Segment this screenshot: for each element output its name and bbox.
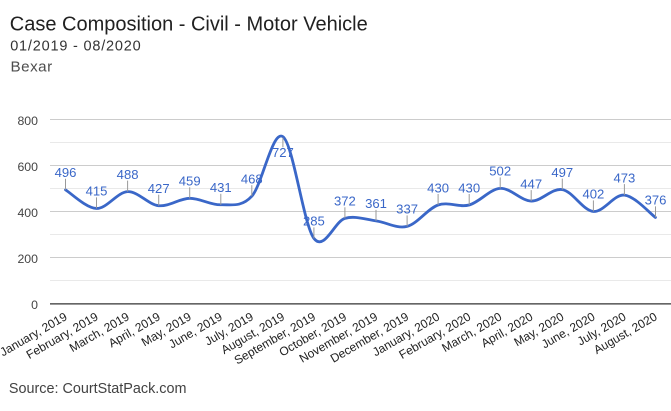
- svg-text:496: 496: [55, 165, 77, 180]
- svg-text:285: 285: [303, 214, 325, 229]
- svg-text:727: 727: [272, 145, 294, 160]
- svg-text:447: 447: [520, 176, 542, 191]
- svg-text:01/2019 - 08/2020: 01/2019 - 08/2020: [10, 38, 141, 54]
- svg-text:372: 372: [334, 194, 356, 209]
- svg-text:497: 497: [551, 165, 573, 180]
- svg-text:Source: CourtStatPack.com: Source: CourtStatPack.com: [9, 381, 187, 397]
- svg-text:Bexar: Bexar: [11, 59, 53, 76]
- svg-text:430: 430: [427, 180, 449, 195]
- svg-text:431: 431: [210, 180, 232, 195]
- svg-text:430: 430: [458, 180, 480, 195]
- svg-text:459: 459: [179, 174, 201, 189]
- svg-text:502: 502: [489, 164, 511, 179]
- svg-text:415: 415: [86, 184, 108, 199]
- svg-text:402: 402: [582, 187, 604, 202]
- svg-text:473: 473: [613, 170, 635, 185]
- svg-text:600: 600: [17, 160, 38, 174]
- svg-text:Case Composition - Civil - Mot: Case Composition - Civil - Motor Vehicle: [10, 14, 368, 36]
- svg-text:468: 468: [241, 172, 263, 187]
- svg-text:361: 361: [365, 196, 387, 211]
- svg-text:200: 200: [17, 252, 38, 266]
- svg-text:800: 800: [17, 114, 38, 128]
- svg-text:400: 400: [17, 206, 38, 220]
- svg-text:337: 337: [396, 202, 418, 217]
- svg-text:0: 0: [31, 298, 38, 312]
- svg-text:427: 427: [148, 181, 170, 196]
- svg-text:376: 376: [645, 193, 667, 208]
- svg-text:488: 488: [117, 167, 139, 182]
